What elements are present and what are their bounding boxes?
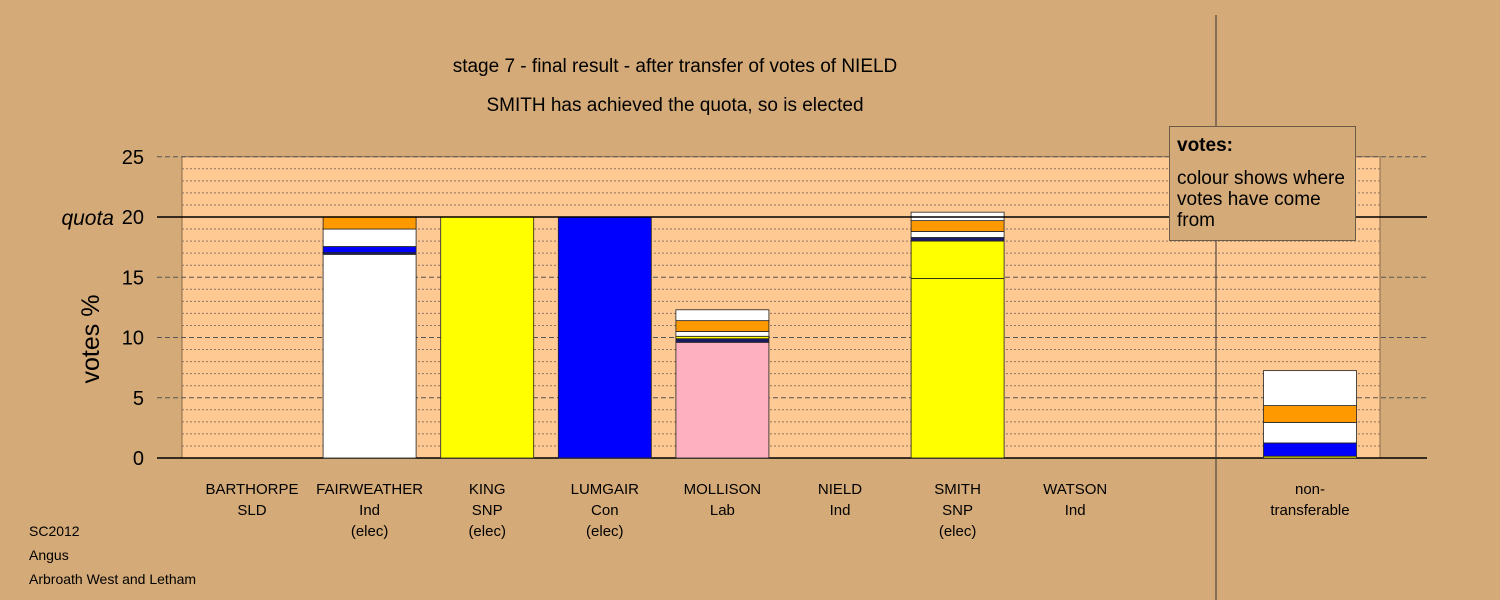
x-label-name: BARTHORPE (205, 481, 298, 498)
x-label-name: KING (469, 481, 506, 498)
bar-fairweather-segment (322, 228, 417, 247)
y-axis-label: votes % (77, 295, 105, 384)
bar-smith-segment (910, 237, 1005, 242)
legend-title: votes: (1177, 135, 1233, 156)
footer-election: SC2012 (29, 523, 80, 539)
bar-nontransferable-segment (1263, 422, 1357, 444)
x-label-party: Lab (710, 502, 735, 519)
x-label-status: (elec) (351, 523, 389, 540)
x-label-name: NIELD (818, 481, 862, 498)
bar-smith-segment (910, 220, 1005, 232)
bar-mollison-segment (675, 320, 770, 332)
bar-nontransferable-segment (1263, 370, 1357, 406)
x-label-party: SNP (472, 502, 503, 519)
bar-mollison-segment (675, 309, 770, 322)
x-label-name: MOLLISON (684, 481, 762, 498)
x-label-party: Ind (830, 502, 851, 519)
bar-king-segment (440, 216, 535, 459)
y-tick-label: 15 (122, 267, 144, 289)
x-label-party: Ind (1065, 502, 1086, 519)
x-label-name: SMITH (934, 481, 981, 498)
y-tick-label: 10 (122, 328, 144, 350)
bar-fairweather-segment (322, 216, 417, 230)
x-label-party: SNP (942, 502, 973, 519)
bar-mollison-segment (675, 338, 770, 343)
x-label-nontransferable-2: transferable (1270, 502, 1349, 519)
x-label-status: (elec) (468, 523, 506, 540)
y-tick-label: 20 (122, 207, 144, 229)
bar-fairweather-segment (322, 246, 417, 253)
legend: votes: colour shows where votes have com… (1169, 126, 1356, 241)
bar-mollison-segment (675, 341, 770, 459)
bar-mollison-segment (675, 331, 770, 337)
bar-lumgair-segment (557, 216, 652, 459)
x-label-status: (elec) (939, 523, 977, 540)
bar-smith-segment (910, 240, 1005, 279)
x-label-party: Con (591, 502, 619, 519)
chart-title: stage 7 - final result - after transfer … (453, 56, 898, 77)
y-tick-label: 25 (122, 147, 144, 169)
x-label-nontransferable-1: non- (1295, 481, 1325, 498)
bar-smith-segment (910, 278, 1005, 459)
y-tick-label: 0 (133, 448, 144, 470)
y-tick-label: 5 (133, 388, 144, 410)
x-label-name: FAIRWEATHER (316, 481, 423, 498)
bar-smith-segment (910, 231, 1005, 238)
bar-fairweather-segment (322, 253, 417, 459)
legend-text: colour shows where votes have come from (1177, 168, 1345, 231)
chart-subtitle: SMITH has achieved the quota, so is elec… (486, 95, 863, 116)
x-label-party: SLD (237, 502, 266, 519)
x-label-party: Ind (359, 502, 380, 519)
footer-council: Angus (29, 547, 69, 563)
quota-label: quota (61, 207, 114, 230)
footer-ward: Arbroath West and Letham (29, 571, 197, 587)
bar-nontransferable-segment (1263, 405, 1357, 423)
x-label-status: (elec) (586, 523, 624, 540)
x-label-name: LUMGAIR (571, 481, 640, 498)
x-label-name: WATSON (1043, 481, 1107, 498)
bar-nontransferable-segment (1263, 442, 1357, 457)
